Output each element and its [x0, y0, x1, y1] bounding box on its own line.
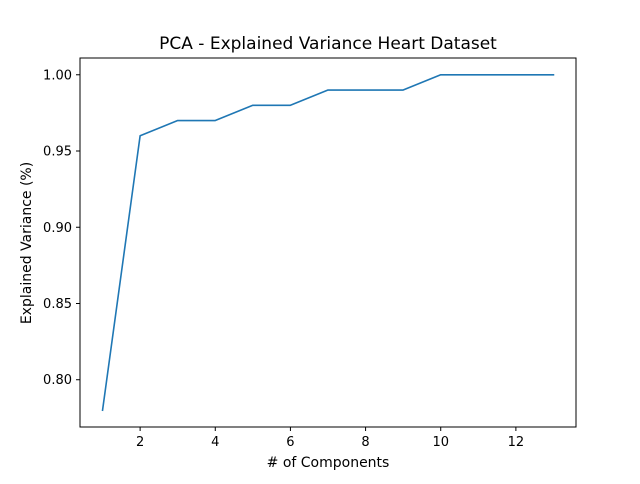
y-tick-label: 0.95: [43, 145, 72, 160]
x-tick-label: 12: [508, 435, 525, 450]
x-tick-label: 6: [286, 435, 294, 450]
y-axis-label: Explained Variance (%): [19, 162, 35, 324]
y-tick-label: 0.80: [43, 373, 72, 388]
y-tick-label: 1.00: [43, 68, 72, 83]
x-tick-label: 8: [361, 435, 369, 450]
x-tick-label: 10: [432, 435, 449, 450]
y-tick-label: 0.85: [43, 297, 72, 312]
x-axis-label: # of Components: [267, 455, 390, 471]
x-tick-label: 4: [211, 435, 219, 450]
axes-frame: [79, 57, 577, 428]
x-tick-label: 2: [136, 435, 144, 450]
chart-title: PCA - Explained Variance Heart Dataset: [159, 34, 497, 54]
plot-area: 2 4 6 8 10 12 0.80 0.85 0.90 0.95 1.00: [43, 57, 577, 450]
series-line: [101, 73, 555, 412]
y-tick-label: 0.90: [43, 221, 72, 236]
